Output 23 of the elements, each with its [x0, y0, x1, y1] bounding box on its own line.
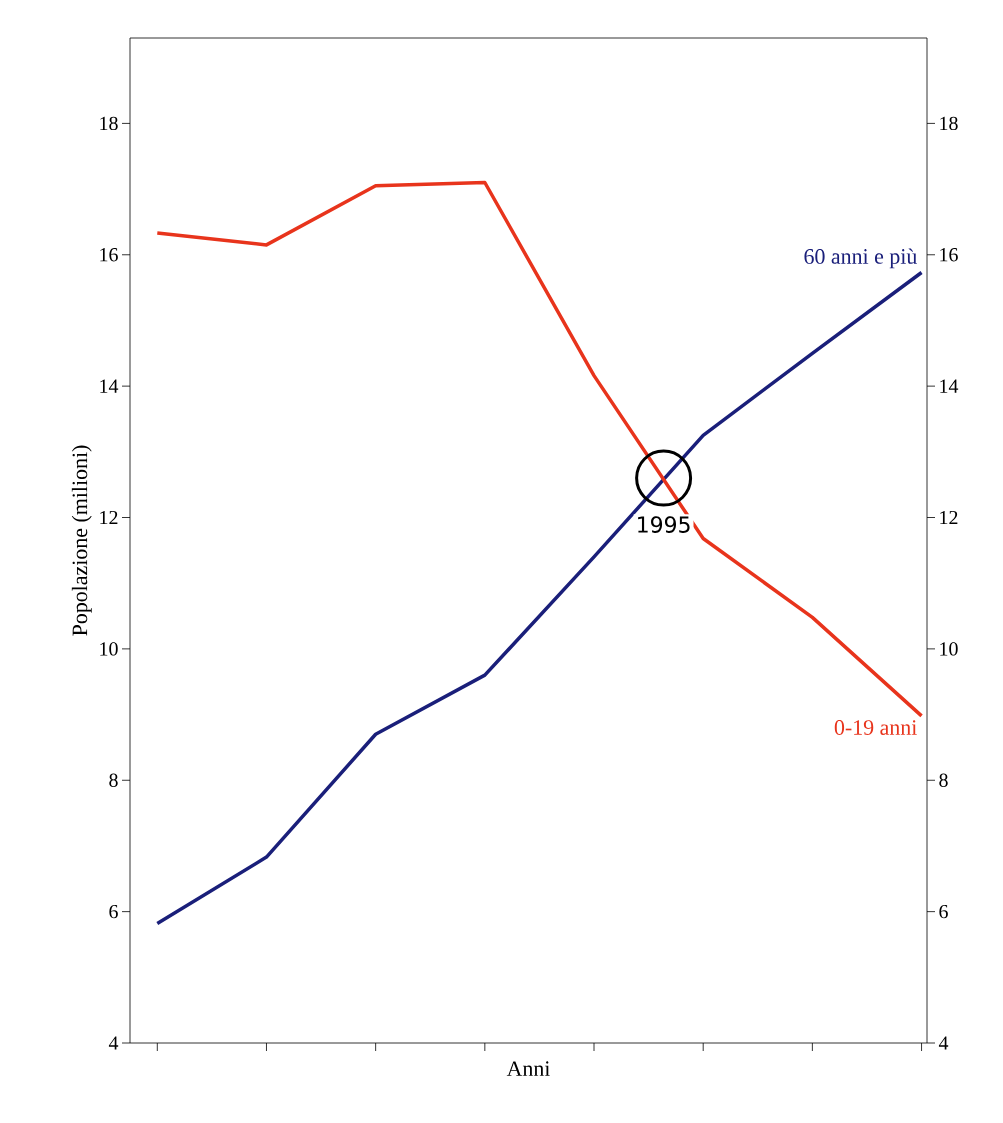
y-tick-label: 16 [100, 248, 118, 262]
y2-tick-label: 8 [939, 773, 948, 787]
y2-tick-label: 10 [940, 642, 958, 656]
y2-tick-label: 18 [940, 116, 958, 131]
y-tick-label: 12 [100, 510, 118, 525]
y-tick-label: 18 [100, 116, 118, 131]
y2-tick-label: 6 [939, 904, 948, 919]
line-series [155, 270, 924, 926]
line-series [155, 180, 924, 718]
y-tick-label: 10 [100, 642, 118, 656]
y-tick-label: 14 [100, 379, 119, 393]
y2-tick-label: 14 [940, 379, 959, 393]
y-tick-label: 6 [109, 904, 118, 919]
y2-tick-label: 4 [938, 1036, 949, 1050]
y2-tick-label: 16 [940, 248, 958, 262]
y-tick-label: 4 [108, 1036, 119, 1050]
series-label: 60 anni e più [804, 248, 917, 269]
x-axis-title: Anni [506, 1061, 550, 1076]
y-axis-title: Popolazione (milioni) [71, 445, 92, 636]
annotation: 1995 [638, 516, 690, 533]
y-tick-label: 8 [109, 773, 118, 787]
series-label: 0-19 anni [834, 720, 917, 735]
y2-tick-label: 12 [940, 510, 958, 525]
